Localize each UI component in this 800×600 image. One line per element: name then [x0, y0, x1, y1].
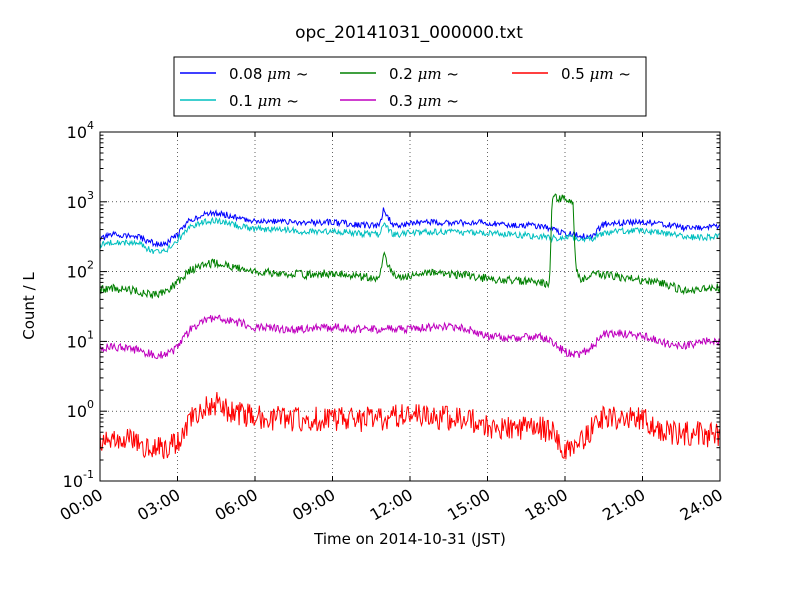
- y-tick-label: 101: [67, 328, 94, 351]
- legend-entry-2: 0.2 μm ~: [389, 65, 459, 83]
- legend-label-size: 0.1: [229, 92, 258, 110]
- y-tick-label: 103: [67, 189, 94, 212]
- legend-label-size: 0.08: [229, 65, 267, 83]
- x-tick-label: 06:00: [212, 485, 261, 525]
- x-tick-label: 21:00: [599, 485, 648, 525]
- legend-label-tilde: ~: [442, 92, 459, 110]
- x-tick-label: 18:00: [522, 485, 571, 525]
- legend-label-tilde: ~: [614, 65, 631, 83]
- legend: 0.08 μm ~0.1 μm ~0.2 μm ~0.3 μm ~0.5 μm …: [173, 56, 647, 117]
- y-tick-label: 10-1: [63, 468, 94, 491]
- y-tick-exponent: 2: [87, 259, 94, 272]
- y-tick-label: 104: [67, 119, 94, 142]
- y-axis-label: Count / L: [20, 272, 38, 340]
- y-tick-label: 102: [67, 259, 94, 282]
- y-tick-exponent: -1: [83, 468, 94, 481]
- series-line-0: [99, 207, 721, 248]
- legend-label-unit: μm: [418, 92, 442, 110]
- legend-box: [173, 56, 647, 117]
- series-line-4: [99, 392, 721, 460]
- x-tick-label: 09:00: [289, 485, 338, 525]
- y-tick-label: 100: [67, 398, 94, 421]
- y-tick-exponent: 4: [87, 119, 94, 132]
- y-tick-exponent: 3: [87, 189, 94, 202]
- x-axis-label: Time on 2014-10-31 (JST): [313, 530, 506, 548]
- legend-label-unit: μm: [590, 65, 614, 83]
- legend-label-tilde: ~: [291, 65, 308, 83]
- x-tick-label: 24:00: [677, 485, 726, 525]
- y-tick-exponent: 0: [87, 398, 94, 411]
- legend-entry-1: 0.1 μm ~: [229, 92, 299, 110]
- y-tick-base: 10: [67, 263, 87, 282]
- legend-label-size: 0.3: [389, 92, 418, 110]
- legend-label-unit: μm: [267, 65, 291, 83]
- legend-entry-0: 0.08 μm ~: [229, 65, 309, 83]
- series-line-1: [99, 216, 721, 254]
- grid: [100, 132, 720, 481]
- x-tick-label: 12:00: [367, 485, 416, 525]
- series-layer: [99, 193, 721, 460]
- legend-label-unit: μm: [258, 92, 282, 110]
- x-tick-label: 03:00: [134, 485, 183, 525]
- y-tick-base: 10: [67, 123, 87, 142]
- legend-entry-3: 0.3 μm ~: [389, 92, 459, 110]
- y-tick-base: 10: [67, 193, 87, 212]
- legend-label-tilde: ~: [442, 65, 459, 83]
- series-line-3: [99, 314, 721, 360]
- ticks: [99, 131, 721, 482]
- chart-title: opc_20141031_000000.txt: [295, 23, 523, 43]
- legend-label-size: 0.5: [561, 65, 590, 83]
- x-tick-label: 15:00: [444, 485, 493, 525]
- y-tick-base: 10: [63, 472, 83, 491]
- series-line-2: [99, 193, 721, 299]
- y-tick-base: 10: [67, 402, 87, 421]
- y-tick-base: 10: [67, 332, 87, 351]
- legend-label-tilde: ~: [282, 92, 299, 110]
- x-tick-labels: 00:00 03:00 06:00 09:00 12:00 15:00 18:00 21:00…: [57, 485, 726, 525]
- legend-entry-4: 0.5 μm ~: [561, 65, 631, 83]
- legend-label-unit: μm: [418, 65, 442, 83]
- y-tick-exponent: 1: [87, 328, 94, 341]
- legend-label-size: 0.2: [389, 65, 418, 83]
